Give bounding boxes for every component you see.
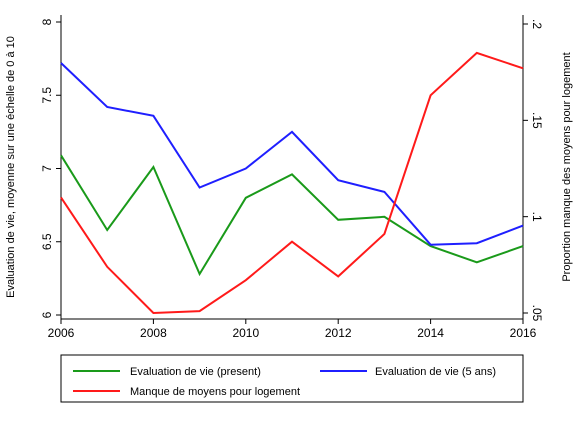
left-y-axis-ticks: 6 6.5 7 7.5 8 [40,18,61,318]
left-y-tick-label-0: 6 [40,311,54,318]
left-y-tick-label-1: 6.5 [40,233,54,250]
left-y-axis-label: Evaluation de vie, moyenne sur une échel… [5,36,17,298]
left-y-tick-label-3: 7.5 [40,87,54,104]
legend: Evaluation de vie (present) Evaluation d… [60,354,524,403]
series-line-evaluation-5-ans [60,62,524,246]
x-tick-label-3: 2012 [325,326,352,340]
right-y-tick-label-2: .15 [530,112,544,129]
plot-area [60,15,524,320]
legend-box [60,354,524,403]
series-line-manque-logement [60,51,524,315]
right-y-axis-ticks: .05 .1 .15 .2 [523,19,544,322]
right-y-tick-label-0: .05 [530,305,544,322]
legend-label-present: Evaluation de vie (present) [130,366,261,378]
right-y-axis-label: Proportion manque des moyens pour logeme… [561,52,573,281]
x-tick-label-2: 2010 [232,326,259,340]
left-y-tick-label-4: 8 [40,18,54,25]
right-y-tick-label-1: .1 [530,212,544,222]
left-y-tick-label-2: 7 [40,165,54,172]
series-lines [60,51,524,315]
x-tick-label-4: 2014 [417,326,444,340]
x-tick-label-0: 2006 [48,326,75,340]
legend-label-logement: Manque de moyens pour logement [130,386,300,398]
x-tick-label-5: 2016 [510,326,537,340]
x-axis-ticks: 2006 2008 2010 2012 2014 2016 [48,319,537,340]
legend-label-5ans: Evaluation de vie (5 ans) [375,366,496,378]
x-tick-label-1: 2008 [140,326,167,340]
series-line-evaluation-present [60,154,524,277]
right-y-tick-label-3: .2 [530,19,544,29]
